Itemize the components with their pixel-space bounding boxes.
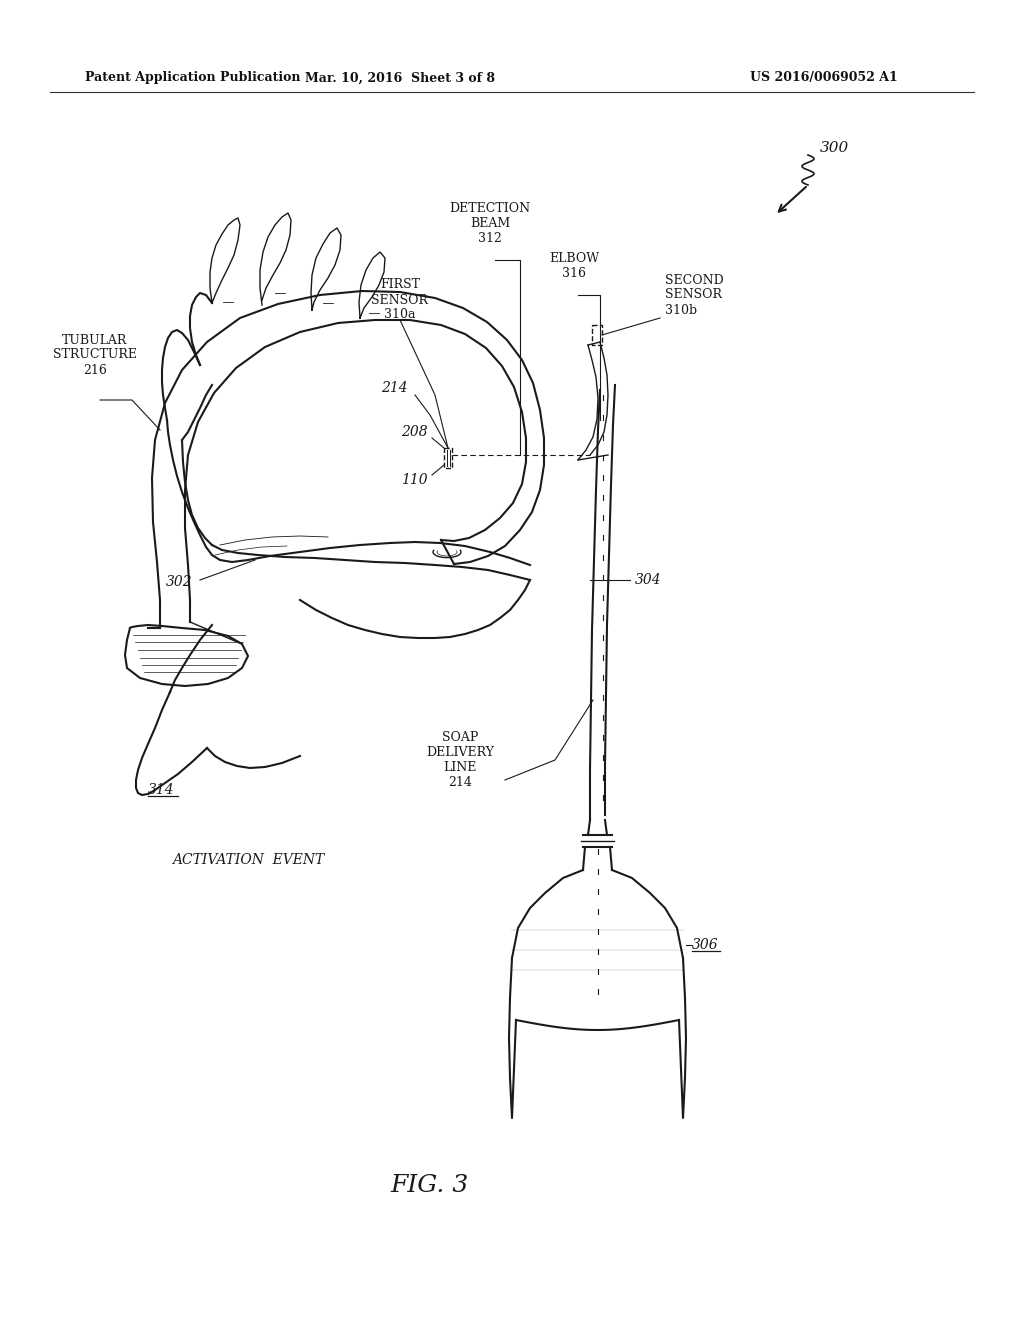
Text: SOAP
DELIVERY
LINE
214: SOAP DELIVERY LINE 214: [426, 731, 494, 789]
Text: 302: 302: [165, 576, 193, 589]
Text: TUBULAR
STRUCTURE
216: TUBULAR STRUCTURE 216: [53, 334, 137, 376]
Text: 214: 214: [381, 381, 408, 395]
Text: Mar. 10, 2016  Sheet 3 of 8: Mar. 10, 2016 Sheet 3 of 8: [305, 71, 495, 84]
Text: 300: 300: [820, 141, 849, 154]
Text: 208: 208: [401, 425, 428, 440]
Text: Patent Application Publication: Patent Application Publication: [85, 71, 300, 84]
Text: 110: 110: [401, 473, 428, 487]
Text: DETECTION
BEAM
312: DETECTION BEAM 312: [450, 202, 530, 246]
Text: 314: 314: [148, 783, 175, 797]
Text: FIRST
SENSOR
310a: FIRST SENSOR 310a: [372, 279, 428, 322]
Text: FIG. 3: FIG. 3: [391, 1173, 469, 1196]
Text: US 2016/0069052 A1: US 2016/0069052 A1: [750, 71, 898, 84]
Text: 304: 304: [635, 573, 662, 587]
Text: 306: 306: [692, 939, 719, 952]
Text: ACTIVATION  EVENT: ACTIVATION EVENT: [172, 853, 325, 867]
Text: SECOND
SENSOR
310b: SECOND SENSOR 310b: [665, 273, 724, 317]
Text: ELBOW
316: ELBOW 316: [549, 252, 599, 280]
